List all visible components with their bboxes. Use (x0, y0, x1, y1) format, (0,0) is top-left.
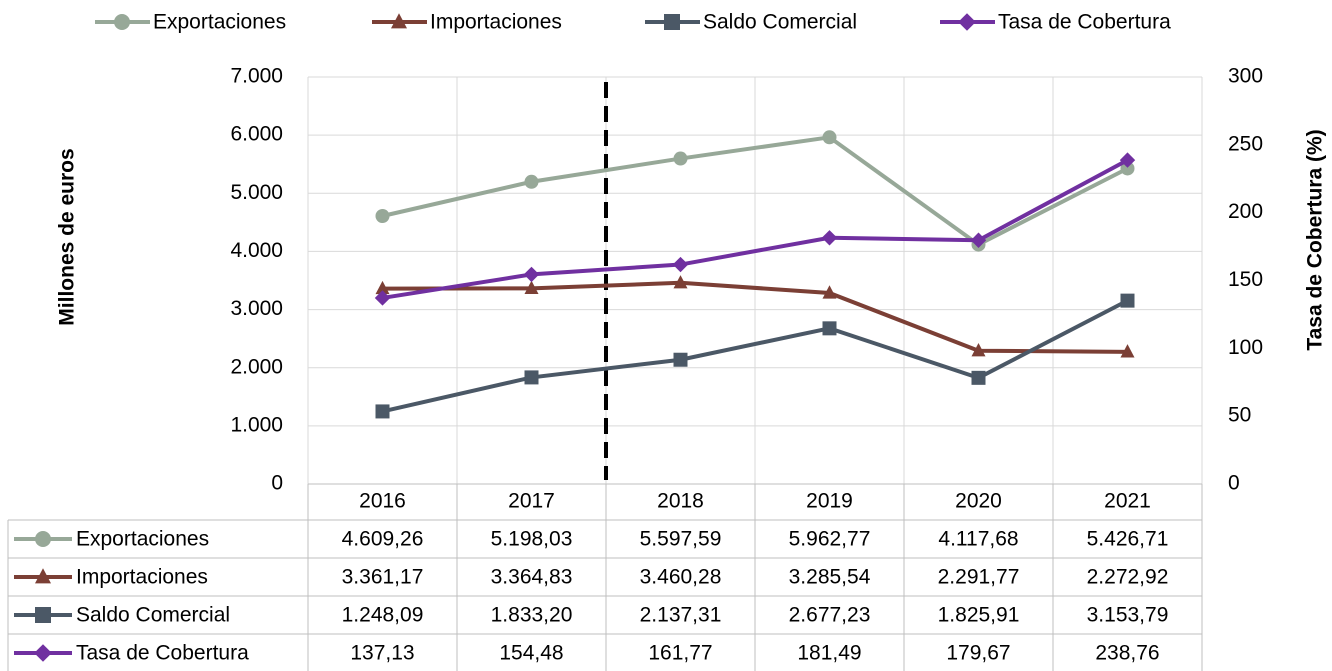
y-tick-label: 7.000 (230, 65, 283, 88)
table-cell: 1.825,91 (938, 604, 1020, 627)
table-row-label: Exportaciones (76, 528, 209, 551)
table-cell: 5.198,03 (491, 528, 573, 551)
table-cell: 154,48 (499, 642, 563, 665)
marker (970, 232, 987, 248)
y2-tick-label: 100 (1228, 336, 1263, 359)
table-cell: 2.137,31 (640, 604, 722, 627)
x-tick-label: 2020 (955, 490, 1002, 513)
marker (524, 174, 539, 189)
series-line (382, 158, 1129, 300)
table-cell: 2.272,92 (1087, 566, 1169, 589)
marker (374, 290, 391, 306)
marker (673, 275, 688, 289)
marker (672, 256, 689, 273)
y2-tick-label: 200 (1228, 200, 1263, 223)
y-tick-label: 3.000 (230, 297, 283, 320)
table-cell: 3.364,83 (491, 566, 573, 589)
y2-axis-title: Tasa de Cobertura (%) (1304, 129, 1327, 350)
marker (35, 607, 51, 623)
series-line (382, 280, 1128, 354)
y-tick-label: 1.000 (230, 413, 283, 436)
marker (1119, 152, 1136, 168)
table-cell: 1.833,20 (491, 604, 573, 627)
marker (821, 230, 838, 246)
table-cell: 137,13 (350, 642, 414, 665)
y-tick-label: 0 (271, 472, 283, 495)
table-cell: 5.597,59 (640, 528, 722, 551)
y2-tick-label: 50 (1228, 404, 1251, 427)
table-cell: 179,67 (946, 642, 1010, 665)
table-cell: 3.460,28 (640, 566, 722, 589)
marker (822, 321, 837, 336)
y2-tick-label: 0 (1228, 472, 1240, 495)
table-cell: 4.609,26 (342, 528, 424, 551)
marker (34, 644, 52, 662)
table-row-label: Importaciones (76, 566, 208, 589)
table-cell: 3.361,17 (342, 566, 424, 589)
series-line (382, 135, 1129, 247)
y-axis-title: Millones de euros (56, 148, 79, 325)
y2-tick-label: 250 (1228, 132, 1263, 155)
marker (524, 370, 539, 385)
table-cell: 3.285,54 (789, 566, 871, 589)
marker (971, 370, 986, 385)
table-cell: 161,77 (648, 642, 712, 665)
marker (1120, 344, 1135, 358)
table-cell: 2.291,77 (938, 566, 1020, 589)
marker (958, 13, 976, 31)
table-cell: 1.248,09 (342, 604, 424, 627)
table-row-label: Saldo Comercial (76, 604, 230, 627)
table-cell: 4.117,68 (938, 528, 1018, 551)
y-tick-label: 5.000 (230, 181, 283, 204)
marker (114, 14, 130, 30)
marker (375, 209, 390, 224)
table-cell: 5.962,77 (789, 528, 871, 551)
table-cell: 3.153,79 (1087, 604, 1169, 627)
marker (35, 568, 51, 584)
x-tick-label: 2019 (806, 490, 853, 513)
marker (971, 343, 986, 357)
legend-label: Importaciones (430, 11, 562, 34)
table-cell: 238,76 (1095, 642, 1159, 665)
x-tick-label: 2018 (657, 490, 704, 513)
x-tick-label: 2017 (508, 490, 555, 513)
y-tick-label: 6.000 (230, 123, 283, 146)
marker (822, 130, 837, 145)
y-tick-label: 4.000 (230, 239, 283, 262)
marker (1120, 161, 1135, 176)
legend-label: Saldo Comercial (703, 11, 857, 34)
table-cell: 5.426,71 (1087, 528, 1169, 551)
marker (375, 404, 390, 419)
marker (1120, 293, 1135, 308)
marker (391, 13, 407, 29)
marker (375, 280, 390, 295)
y2-tick-label: 300 (1228, 65, 1263, 88)
table-cell: 2.677,23 (789, 604, 871, 627)
legend-label: Tasa de Cobertura (998, 11, 1171, 34)
marker (524, 280, 539, 294)
series-line (382, 298, 1129, 414)
marker (822, 285, 837, 299)
x-tick-label: 2021 (1104, 490, 1151, 513)
table-cell: 181,49 (797, 642, 861, 665)
marker (673, 151, 688, 166)
y2-tick-label: 150 (1228, 268, 1263, 291)
marker (664, 14, 680, 30)
marker (673, 352, 688, 367)
table-row-label: Tasa de Cobertura (76, 642, 249, 665)
x-tick-label: 2016 (359, 490, 406, 513)
y-tick-label: 2.000 (230, 355, 283, 378)
marker (523, 266, 540, 283)
legend-label: Exportaciones (153, 11, 286, 34)
marker (35, 531, 51, 547)
